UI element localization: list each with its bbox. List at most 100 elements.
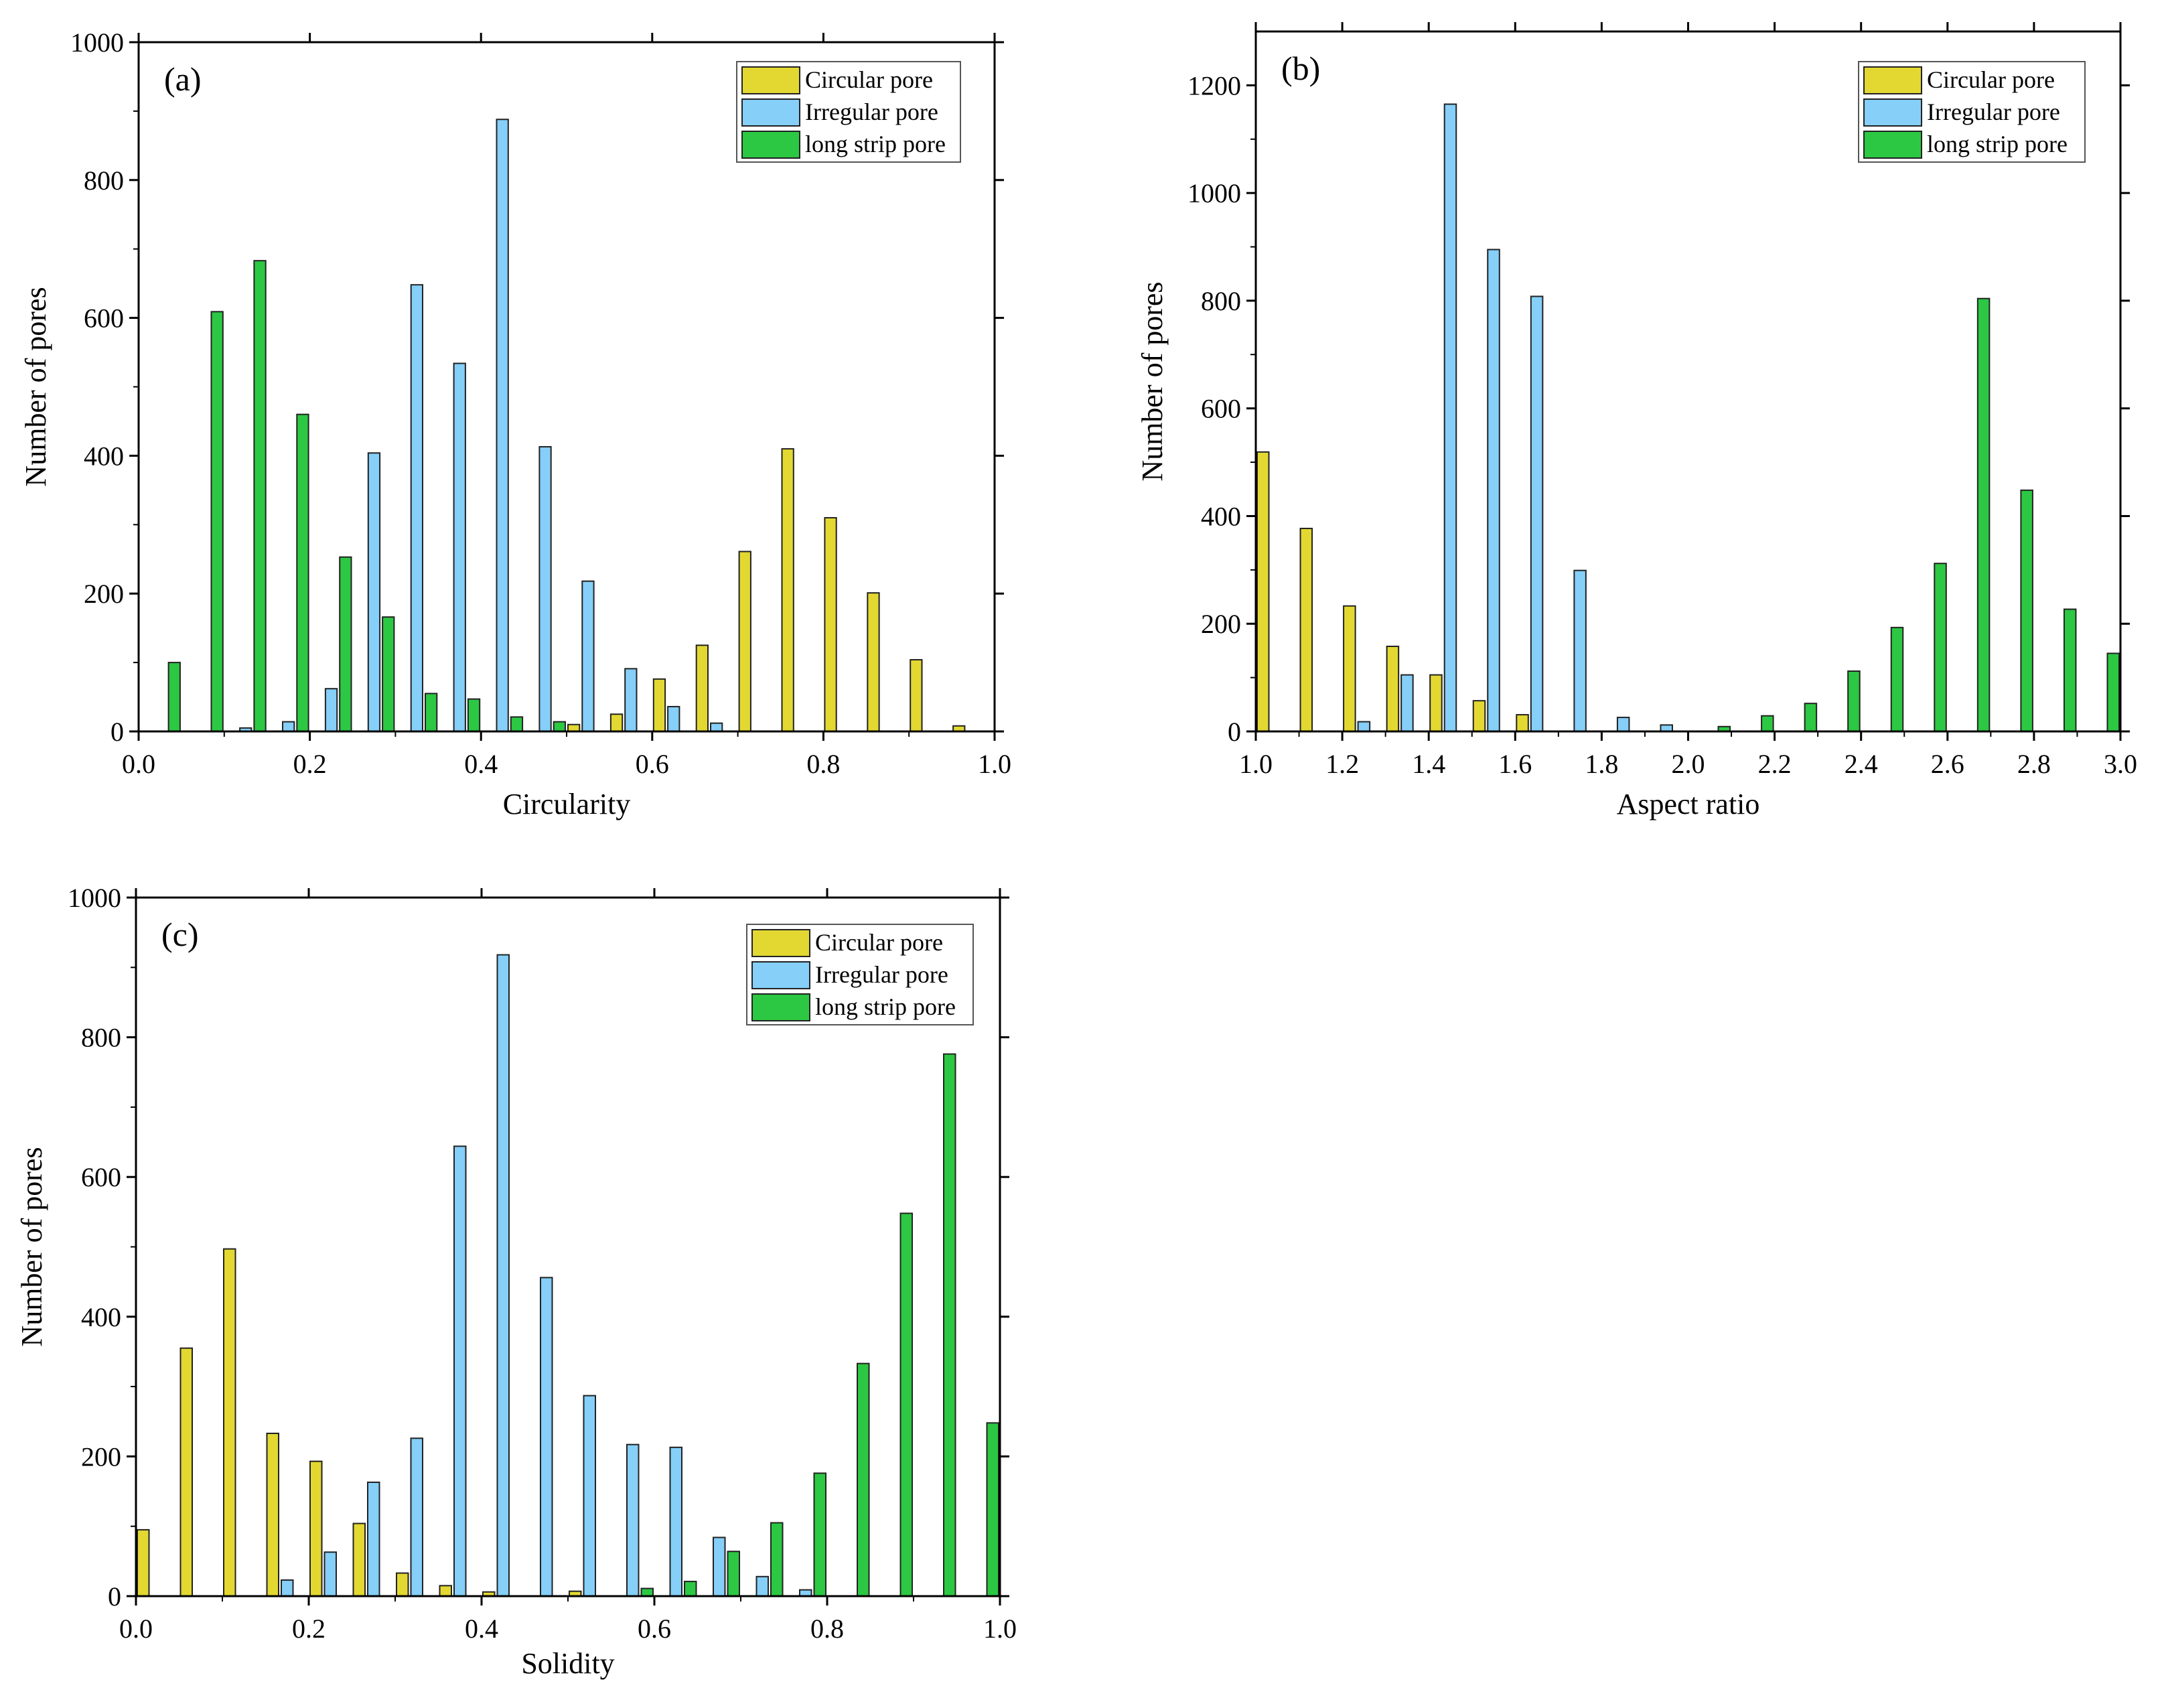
legend-swatch-strip <box>751 993 810 1021</box>
bar-irregular-bin-4 <box>324 688 338 733</box>
legend-swatch-circular <box>1863 66 1922 94</box>
y-axis-title: Number of pores <box>15 1147 48 1346</box>
bar-circular-bin-0 <box>1256 451 1270 732</box>
x-tick-label: 0.2 <box>292 1614 326 1644</box>
bar-circular-bin-5 <box>1472 700 1486 733</box>
bar-irregular-bin-11 <box>624 668 638 733</box>
bar-irregular-bin-3 <box>1400 674 1414 732</box>
x-tick-label: 1.0 <box>983 1614 1017 1644</box>
x-tick-label: 3.0 <box>2104 749 2137 779</box>
legend-swatch-irregular <box>751 961 810 989</box>
bar-circular-bin-7 <box>439 1585 452 1597</box>
y-axis-title: Number of pores <box>19 287 52 486</box>
bar-irregular-bin-9 <box>538 446 552 732</box>
bar-circular-bin-5 <box>352 1522 366 1597</box>
x-tick-label: 2.8 <box>2017 749 2051 779</box>
legend-label-irregular: Irregular pore <box>1927 98 2060 125</box>
bar-circular-bin-10 <box>567 723 581 732</box>
panel-label: (b) <box>1281 50 1320 87</box>
bar-irregular-bin-8 <box>496 954 510 1597</box>
y-tick-label: 0 <box>108 1581 121 1612</box>
bar-irregular-bin-7 <box>453 362 466 732</box>
bar-strip-bin-19 <box>2106 652 2120 733</box>
bar-circular-bin-2 <box>223 1248 236 1597</box>
bar-strip-bin-16 <box>857 1362 870 1597</box>
legend-label-irregular: Irregular pore <box>815 961 948 988</box>
x-tick-label: 2.6 <box>1931 749 1964 779</box>
bar-circular-bin-13 <box>695 644 709 732</box>
legend: Circular pore Irregular pore long strip po… <box>1858 61 2086 163</box>
panel-label: (a) <box>164 60 202 98</box>
bar-irregular-bin-5 <box>367 1481 380 1597</box>
y-tick-label: 1000 <box>70 27 124 58</box>
bar-strip-bin-18 <box>943 1053 956 1597</box>
bar-irregular-bin-7 <box>1573 569 1587 733</box>
bar-strip-bin-2 <box>253 260 267 732</box>
bar-circular-bin-15 <box>781 448 794 732</box>
legend-swatch-irregular <box>1863 98 1922 127</box>
bar-circular-bin-16 <box>824 517 837 732</box>
legend-label-irregular: Irregular pore <box>805 98 938 125</box>
y-tick-label: 200 <box>1201 609 1241 639</box>
x-tick-label: 0.2 <box>293 749 327 779</box>
y-tick-label: 400 <box>84 441 124 471</box>
bar-strip-bin-13 <box>727 1551 740 1597</box>
x-tick-label: 0.8 <box>806 749 840 779</box>
bar-circular-bin-4 <box>1429 674 1443 732</box>
bar-circular-bin-1 <box>1299 527 1313 732</box>
y-tick-label: 200 <box>84 579 124 609</box>
bar-strip-bin-12 <box>684 1581 697 1597</box>
bar-strip-bin-15 <box>813 1472 826 1597</box>
x-axis-title: Circularity <box>503 788 631 821</box>
bar-irregular-bin-8 <box>1616 717 1630 732</box>
legend-swatch-circular <box>751 929 810 957</box>
x-tick-label: 1.6 <box>1498 749 1532 779</box>
legend: Circular pore Irregular pore long strip po… <box>736 61 961 163</box>
legend-swatch-strip <box>1863 131 1922 159</box>
bar-irregular-bin-10 <box>583 1395 596 1597</box>
bar-circular-bin-2 <box>1343 605 1356 733</box>
legend-label-strip: long strip pore <box>1927 131 2068 157</box>
bar-strip-bin-14 <box>770 1522 784 1597</box>
y-tick-label: 800 <box>84 165 124 196</box>
legend-label-circular: Circular pore <box>815 929 943 956</box>
legend-swatch-irregular <box>741 98 800 127</box>
legend-label-circular: Circular pore <box>1927 66 2055 93</box>
y-tick-label: 0 <box>1228 717 1241 747</box>
x-tick-label: 0.0 <box>119 1614 153 1644</box>
bar-strip-bin-1 <box>210 311 224 732</box>
y-tick-label: 800 <box>81 1023 121 1053</box>
y-axis-title: Number of pores <box>1136 281 1169 481</box>
y-tick-label: 0 <box>111 717 124 747</box>
y-tick-label: 600 <box>1201 394 1241 424</box>
y-tick-label: 600 <box>84 303 124 334</box>
panel-b: 1.0 1.2 1.4 1.6 1.8 2.0 2.2 2.4 2.6 2.8 3.0 0 200 400… <box>1136 22 2137 821</box>
legend-swatch-circular <box>741 66 800 94</box>
bar-strip-bin-3 <box>296 413 309 732</box>
bar-irregular-bin-6 <box>410 284 424 732</box>
x-tick-label: 0.8 <box>810 1614 844 1644</box>
bar-strip-bin-17 <box>2020 489 2033 733</box>
bar-circular-bin-3 <box>266 1432 279 1597</box>
bar-irregular-bin-4 <box>1443 103 1457 732</box>
bar-strip-bin-19 <box>986 1422 999 1597</box>
x-tick-label: 0.0 <box>122 749 155 779</box>
bar-strip-bin-5 <box>382 616 395 732</box>
bar-irregular-bin-11 <box>626 1443 640 1597</box>
bar-strip-bin-15 <box>1934 563 1947 733</box>
bar-circular-bin-17 <box>867 592 880 733</box>
x-tick-label: 0.6 <box>638 1614 671 1644</box>
bar-irregular-bin-3 <box>282 721 295 732</box>
bar-circular-bin-1 <box>179 1347 193 1597</box>
bar-circular-bin-6 <box>1516 714 1529 733</box>
bar-strip-bin-8 <box>510 716 524 732</box>
x-tick-label: 1.4 <box>1412 749 1445 779</box>
bar-strip-bin-4 <box>339 556 352 733</box>
panel-a: 0.0 0.2 0.4 0.6 0.8 1.0 0 200 400 600 800 1000 Circu… <box>19 27 1011 821</box>
legend: Circular pore Irregular pore long strip po… <box>746 924 974 1025</box>
bar-irregular-bin-12 <box>669 1446 682 1597</box>
bar-circular-bin-14 <box>738 551 751 733</box>
bar-irregular-bin-7 <box>453 1145 467 1597</box>
bar-irregular-bin-9 <box>540 1277 553 1597</box>
